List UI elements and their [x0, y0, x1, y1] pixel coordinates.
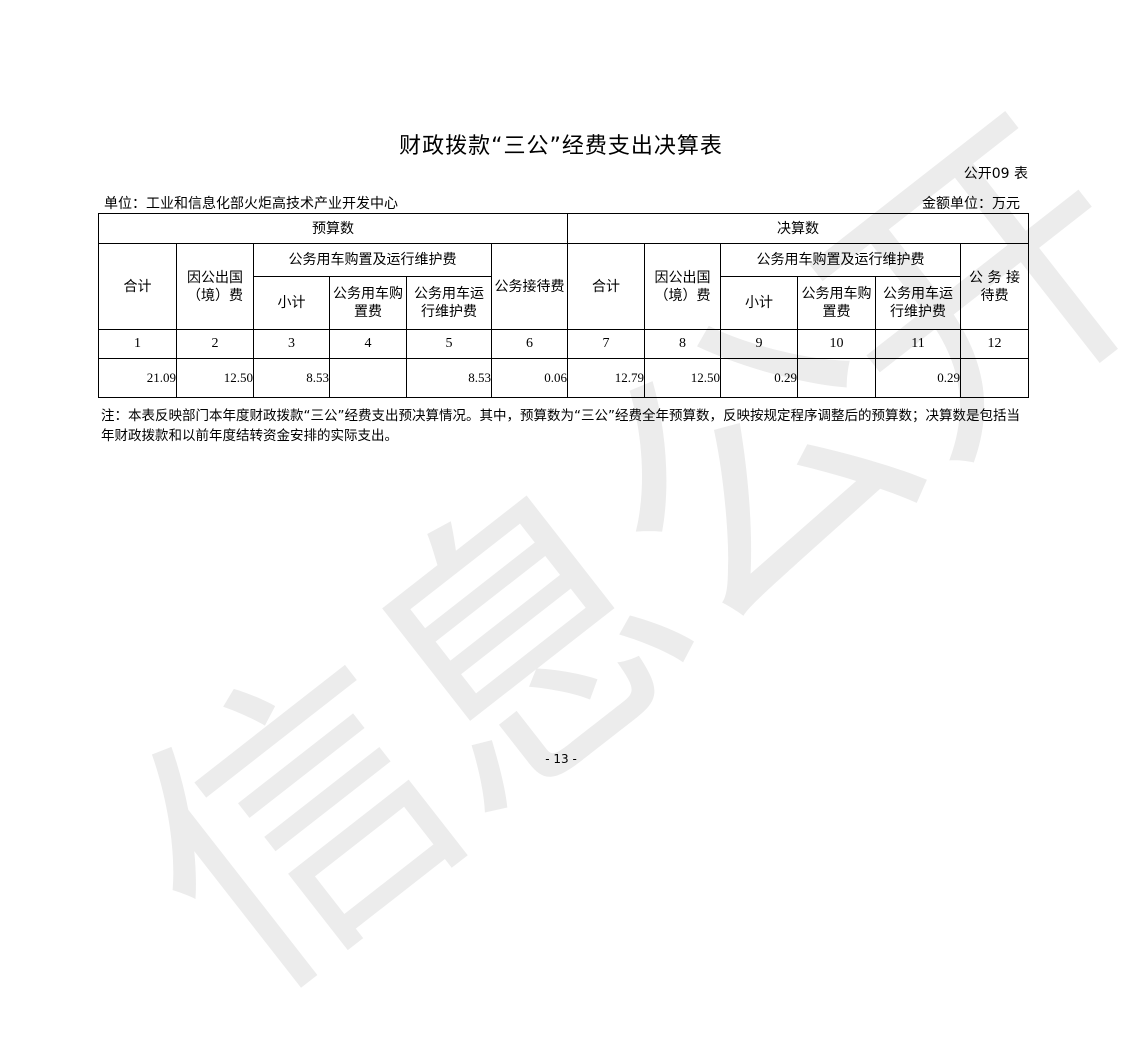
- header-reception: 公 务 接待费: [960, 243, 1029, 330]
- value-cell: 0.06: [491, 358, 568, 398]
- header-reception: 公务接待费: [491, 243, 568, 330]
- page-number: - 13 -: [545, 752, 577, 766]
- header-maintenance: 公务用车运行维护费: [875, 276, 961, 330]
- header-total: 合计: [98, 243, 177, 330]
- value-cell: 21.09: [98, 358, 177, 398]
- group-final: 决算数: [567, 213, 1029, 244]
- value-cell: 8.53: [253, 358, 330, 398]
- value-cell: 0.29: [720, 358, 798, 398]
- group-budget: 预算数: [98, 213, 568, 244]
- value-cell: 8.53: [406, 358, 492, 398]
- column-number: 9: [720, 329, 798, 359]
- column-number: 11: [875, 329, 961, 359]
- value-cell: 12.50: [644, 358, 721, 398]
- header-purchase: 公务用车购置费: [329, 276, 407, 330]
- column-number: 8: [644, 329, 721, 359]
- column-number: 3: [253, 329, 330, 359]
- table-row: 21.09 12.50 8.53 8.53 0.06 12.79 12.50 0.29 0.29: [98, 358, 1029, 398]
- header-total: 合计: [567, 243, 645, 330]
- header-subtotal: 小计: [720, 276, 798, 330]
- value-cell: [960, 358, 1029, 398]
- column-number: 12: [960, 329, 1029, 359]
- header-purchase: 公务用车购置费: [797, 276, 876, 330]
- header-abroad: 因公出国（境）费: [644, 243, 721, 330]
- unit-label: 单位：工业和信息化部火炬高技术产业开发中心: [104, 196, 398, 212]
- column-number: 6: [491, 329, 568, 359]
- header-abroad: 因公出国（境）费: [176, 243, 254, 330]
- three-public-expense-table: 预算数 决算数 合计 因公出国（境）费 公务用车购置及运行维护费 公务接待费 合…: [98, 213, 1029, 398]
- money-unit: 金额单位：万元: [922, 196, 1020, 212]
- header-vehicle: 公务用车购置及运行维护费: [720, 243, 961, 277]
- table-note: 注：本表反映部门本年度财政拨款“三公”经费支出预决算情况。其中，预算数为“三公”…: [101, 408, 1020, 444]
- header-vehicle: 公务用车购置及运行维护费: [253, 243, 492, 277]
- column-number: 10: [797, 329, 876, 359]
- page-title: 财政拨款“三公”经费支出决算表: [399, 134, 723, 159]
- value-cell: 12.50: [176, 358, 254, 398]
- value-cell: [797, 358, 876, 398]
- table-tag: 公开09 表: [963, 166, 1028, 182]
- column-number: 4: [329, 329, 407, 359]
- value-cell: 0.29: [875, 358, 961, 398]
- column-number: 1: [98, 329, 177, 359]
- column-number: 7: [567, 329, 645, 359]
- header-maintenance: 公务用车运行维护费: [406, 276, 492, 330]
- column-number: 2: [176, 329, 254, 359]
- column-number: 5: [406, 329, 492, 359]
- value-cell: [329, 358, 407, 398]
- value-cell: 12.79: [567, 358, 645, 398]
- column-number-row: 1 2 3 4 5 6 7 8 9 10 11 12: [98, 329, 1029, 359]
- header-subtotal: 小计: [253, 276, 330, 330]
